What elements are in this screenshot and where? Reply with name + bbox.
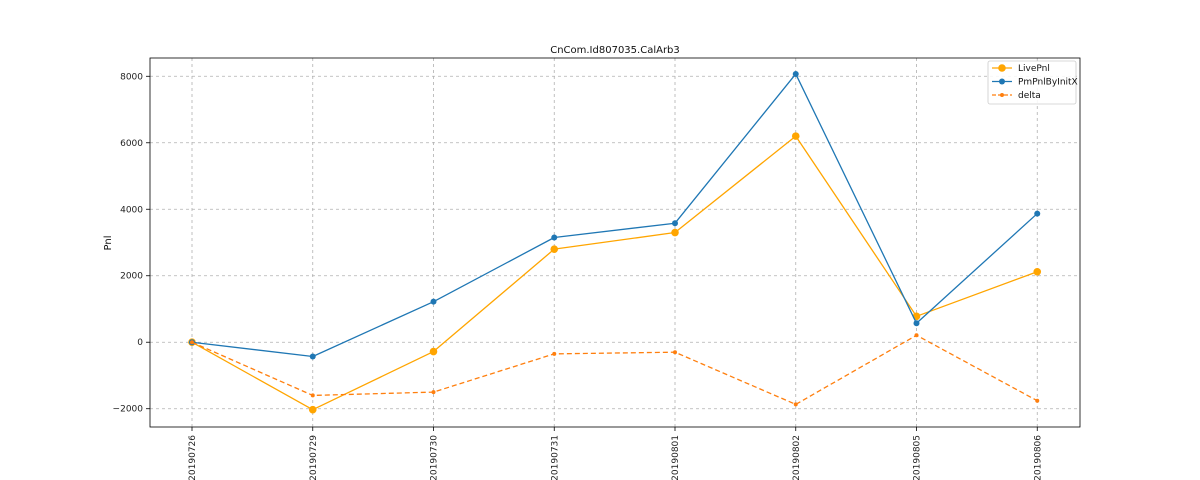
- data-point: [914, 333, 919, 338]
- data-point: [308, 405, 317, 414]
- legend: LivePnl PmPnlByInitX delta: [987, 60, 1078, 105]
- y-axis-label: Pnl: [103, 236, 114, 251]
- data-point: [431, 390, 436, 395]
- x-tick-label: 20190726: [188, 435, 198, 480]
- series-LivePnl: [188, 132, 1042, 414]
- chart-title: CnCom.Id807035.CalArb3: [550, 45, 680, 56]
- x-tick-label: 20190805: [913, 435, 923, 480]
- x-tick-label: 20190730: [430, 435, 440, 480]
- y-tick-label: 8000: [120, 72, 143, 82]
- grid-layer: [150, 58, 1080, 427]
- y-tick-label: 6000: [120, 139, 143, 149]
- data-point: [1035, 398, 1040, 403]
- legend-item-delta: delta: [992, 91, 1041, 101]
- legend-label: delta: [1018, 91, 1041, 101]
- data-point: [430, 298, 437, 305]
- legend-items: LivePnl PmPnlByInitX delta: [992, 64, 1078, 101]
- series-line: [191, 135, 1038, 411]
- x-tick-label: 20190801: [671, 435, 681, 480]
- data-point: [792, 70, 799, 77]
- data-point: [671, 228, 679, 237]
- legend-marker: [998, 64, 1006, 72]
- x-tick-label: 20190802: [792, 435, 802, 480]
- data-point: [791, 132, 800, 140]
- data-point: [913, 320, 920, 327]
- series-delta: [190, 333, 1040, 407]
- legend-frame: [987, 60, 1077, 105]
- data-point: [429, 347, 438, 356]
- data-point: [672, 220, 678, 227]
- data-point: [1033, 267, 1042, 276]
- axis-layer: −2000 0 2000 4000 6000 8000 20190726 20190729 20…: [113, 72, 1044, 480]
- data-point: [793, 402, 798, 407]
- y-tick-label: 4000: [120, 205, 143, 215]
- series-PmPnlByInitX: [189, 70, 1041, 360]
- series-layer: [188, 70, 1042, 414]
- y-tick-label: 0: [137, 338, 143, 348]
- x-tick-label: 20190729: [309, 435, 319, 480]
- series-line: [191, 73, 1038, 358]
- legend-label: PmPnlByInitX: [1018, 78, 1078, 88]
- legend-marker: [1000, 93, 1004, 97]
- y-tick-label: −2000: [113, 405, 144, 415]
- data-point: [309, 353, 316, 360]
- data-point: [1034, 210, 1041, 217]
- y-tick-label: 2000: [120, 272, 143, 282]
- data-point: [551, 234, 558, 241]
- legend-item-PmPnlByInitX: PmPnlByInitX: [992, 78, 1078, 88]
- data-point: [310, 393, 315, 398]
- legend-marker: [999, 78, 1005, 85]
- x-tick-label: 20190806: [1033, 435, 1043, 480]
- data-point: [190, 340, 194, 345]
- series-line: [191, 334, 1038, 406]
- data-point: [673, 350, 677, 355]
- legend-label: LivePnl: [1018, 64, 1050, 74]
- data-point: [552, 351, 557, 356]
- legend-item-LivePnl: LivePnl: [992, 64, 1050, 74]
- plot-frame: [149, 57, 1081, 428]
- data-point: [550, 245, 559, 253]
- x-tick-label: 20190731: [550, 435, 560, 480]
